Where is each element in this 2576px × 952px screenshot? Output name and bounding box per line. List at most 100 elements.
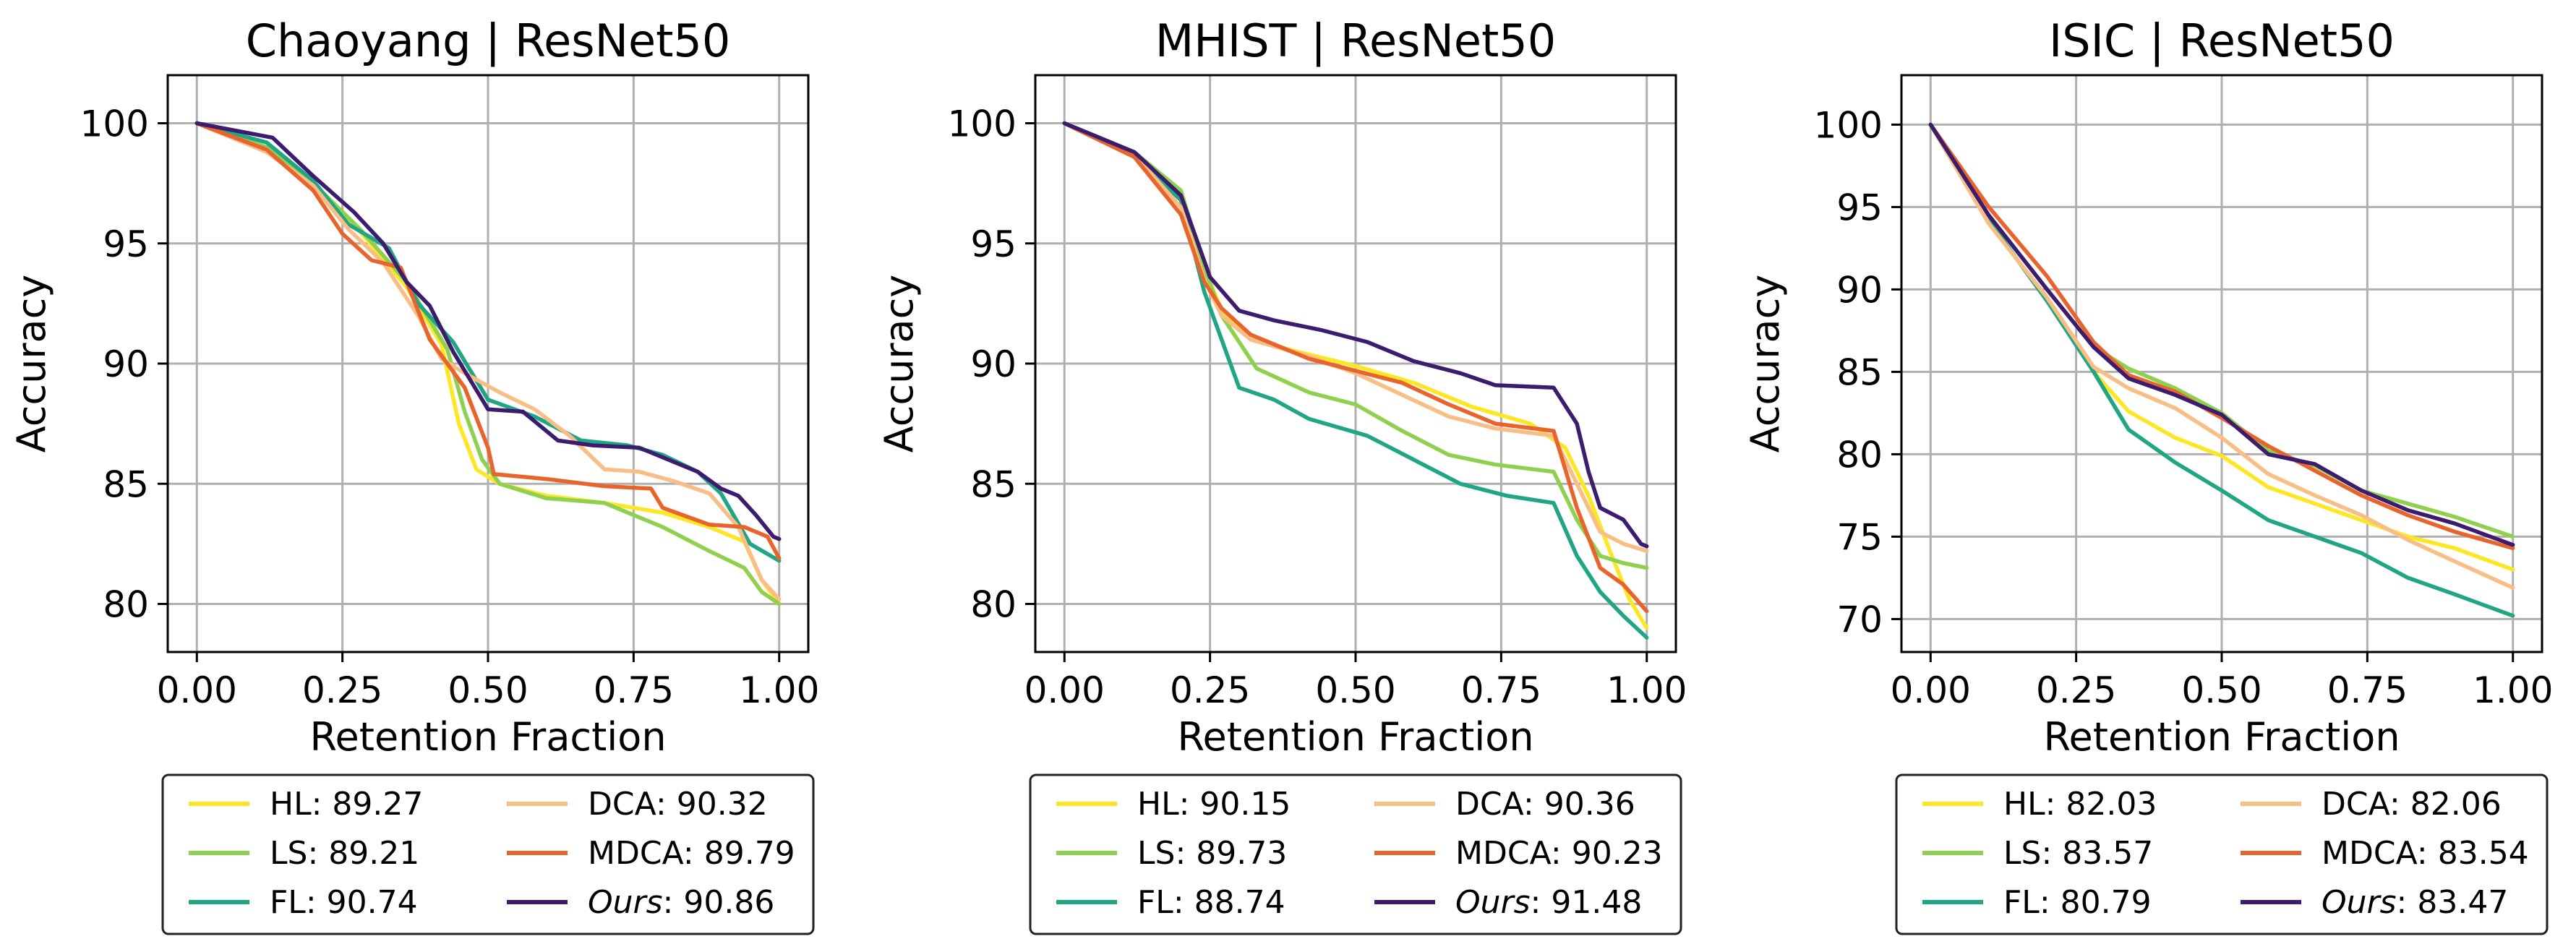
legend-label: Ours: 83.47: [2322, 884, 2508, 921]
chart-title: ISIC | ResNet50: [2049, 14, 2395, 68]
x-axis-label: Retention Fraction: [2043, 714, 2400, 760]
legend-item-hl: HL: 82.03: [1922, 786, 2157, 823]
legend-item-ours: Ours: 90.86: [507, 884, 774, 921]
legend-series-score: : 90.23: [1551, 835, 1663, 872]
x-tick-label: 0.50: [448, 669, 528, 711]
legend-series-score: : 89.27: [312, 786, 424, 823]
y-tick-label: 100: [80, 103, 149, 145]
y-tick-label: 70: [1836, 599, 1883, 640]
y-tick-label: 85: [970, 463, 1017, 505]
legend-series-name: LS: [1137, 835, 1175, 872]
legend-series-score: : 89.79: [683, 835, 795, 872]
legend-item-ours: Ours: 83.47: [2241, 884, 2508, 921]
x-tick-label: 0.75: [594, 669, 674, 711]
chart-title: MHIST | ResNet50: [1155, 14, 1556, 68]
y-tick-label: 80: [103, 584, 149, 626]
legend-series-name: LS: [270, 835, 307, 872]
legend-item-dca: DCA: 82.06: [2241, 786, 2502, 823]
legend-label: FL: 90.74: [270, 884, 418, 921]
legend-series-name: FL: [270, 884, 306, 921]
legend-series-score: : 83.47: [2397, 884, 2509, 921]
legend-label: FL: 80.79: [2003, 884, 2152, 921]
y-tick-label: 85: [103, 463, 149, 505]
x-tick-label: 0.25: [2036, 669, 2116, 711]
chart-panel-0: 0.00 0.25 0.50 0.75 1.00 80 85 90 95 100 Chaoyang …: [9, 14, 819, 935]
legend-item-fl: FL: 88.74: [1056, 884, 1285, 921]
series-line-dca: [1928, 122, 2515, 590]
legend-item-ours: Ours: 91.48: [1374, 884, 1642, 921]
series-line-ours: [194, 121, 782, 541]
y-tick-label: 100: [948, 103, 1017, 145]
series-line-mdca: [1062, 121, 1649, 614]
series-line-ls: [194, 121, 782, 606]
legend-label: LS: 89.21: [270, 835, 419, 872]
legend: HL: 89.27 LS: 89.21 FL: 90.74 DCA: 90.32 MDC…: [161, 773, 815, 935]
legend-label: MDCA: 89.79: [588, 835, 795, 872]
x-tick-label: 0.00: [1891, 669, 1971, 711]
y-axis-label: Accuracy: [876, 275, 922, 453]
legend: HL: 82.03 LS: 83.57 FL: 80.79 DCA: 82.06 MDC…: [1895, 773, 2549, 935]
legend-series-name: Ours: [1455, 884, 1531, 921]
legend-series-name: DCA: [588, 786, 656, 823]
x-tick-label: 0.00: [157, 669, 237, 711]
legend-item-mdca: MDCA: 83.54: [2241, 835, 2529, 872]
legend-series-name: MDCA: [588, 835, 684, 872]
x-tick-label: 1.00: [739, 669, 819, 711]
y-tick-label: 80: [1836, 434, 1883, 476]
legend-series-name: HL: [270, 786, 312, 823]
y-tick-label: 100: [1814, 104, 1883, 146]
legend-item-hl: HL: 90.15: [1056, 786, 1291, 823]
legend-item-ls: LS: 89.21: [189, 835, 419, 872]
x-tick-label: 1.00: [1606, 669, 1687, 711]
legend-series-name: DCA: [1455, 786, 1524, 823]
series-line-ours: [1928, 122, 2515, 547]
legend-series-score: : 83.54: [2417, 835, 2529, 872]
y-tick-label: 90: [103, 343, 149, 385]
x-tick-label: 0.00: [1024, 669, 1105, 711]
legend-series-score: : 80.79: [2040, 884, 2152, 921]
legend-series-name: FL: [2003, 884, 2040, 921]
legend-series-name: Ours: [2322, 884, 2397, 921]
y-tick-label: 95: [1836, 186, 1883, 228]
x-axis-label: Retention Fraction: [309, 714, 666, 760]
x-tick-label: 0.50: [1315, 669, 1395, 711]
y-tick-label: 75: [1836, 516, 1883, 558]
legend-label: LS: 83.57: [2003, 835, 2153, 872]
legend-item-fl: FL: 90.74: [189, 884, 418, 921]
legend-series-score: : 88.74: [1173, 884, 1285, 921]
legend-frame: [1029, 773, 1682, 935]
legend-series-score: : 90.36: [1523, 786, 1635, 823]
series-line-ours: [1062, 121, 1649, 549]
x-tick-label: 0.75: [1461, 669, 1541, 711]
legend-item-hl: HL: 89.27: [189, 786, 423, 823]
legend-series-score: : 91.48: [1531, 884, 1643, 921]
legend-item-mdca: MDCA: 89.79: [507, 835, 795, 872]
legend-series-score: : 90.74: [306, 884, 418, 921]
series-line-mdca: [1928, 122, 2515, 551]
x-tick-label: 0.25: [302, 669, 382, 711]
y-tick-label: 95: [970, 223, 1017, 265]
legend-label: DCA: 90.32: [588, 786, 768, 823]
y-tick-label: 90: [1836, 269, 1883, 311]
legend-series-name: FL: [1137, 884, 1173, 921]
legend-label: DCA: 82.06: [2322, 786, 2502, 823]
legend-series-score: : 82.03: [2045, 786, 2157, 823]
series-line-mdca: [194, 121, 782, 561]
x-axis-label: Retention Fraction: [1177, 714, 1533, 760]
legend-label: HL: 90.15: [1137, 786, 1291, 823]
chart-title: Chaoyang | ResNet50: [246, 14, 731, 68]
legend-series-score: : 90.86: [663, 884, 775, 921]
y-axis-label: Accuracy: [9, 275, 54, 453]
legend-label: LS: 89.73: [1137, 835, 1287, 872]
chart-panel-2: 0.00 0.25 0.50 0.75 1.00 70 75 80 85 90 95 100 ISIC …: [1742, 14, 2553, 935]
legend-frame: [161, 773, 815, 935]
legend-label: DCA: 90.36: [1455, 786, 1635, 823]
legend-series-score: : 82.06: [2389, 786, 2502, 823]
legend-series-name: HL: [1137, 786, 1179, 823]
y-tick-label: 95: [103, 223, 149, 265]
legend-label: Ours: 90.86: [588, 884, 774, 921]
y-tick-label: 90: [970, 343, 1017, 385]
legend-item-dca: DCA: 90.36: [1374, 786, 1635, 823]
legend-series-name: LS: [2003, 835, 2041, 872]
legend-label: MDCA: 90.23: [1455, 835, 1663, 872]
